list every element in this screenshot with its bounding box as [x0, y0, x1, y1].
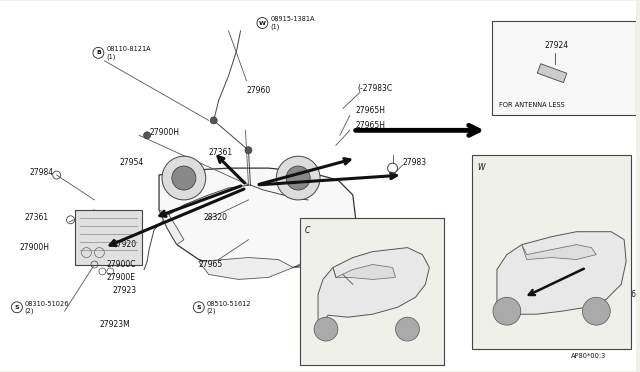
Text: 27954: 27954 [119, 158, 143, 167]
Text: 27983: 27983 [403, 158, 427, 167]
Text: W: W [477, 163, 484, 172]
Circle shape [314, 317, 338, 341]
Polygon shape [199, 257, 293, 279]
Text: 27361: 27361 [209, 148, 233, 157]
Text: FOR ANTENNA LESS: FOR ANTENNA LESS [499, 103, 564, 109]
Text: 08915-1381A
(1): 08915-1381A (1) [270, 16, 315, 30]
Text: 27924: 27924 [545, 41, 568, 50]
Text: 08510-51612
(2): 08510-51612 (2) [207, 301, 252, 314]
Circle shape [396, 317, 419, 341]
Text: S: S [569, 168, 574, 173]
Bar [472, 155, 631, 349]
Text: 27965: 27965 [199, 260, 223, 269]
Text: S: S [196, 305, 201, 310]
Circle shape [286, 166, 310, 190]
Text: 27965F: 27965F [509, 325, 538, 334]
Text: 27965H: 27965H [356, 121, 386, 130]
Text: 08510-51612
(2): 08510-51612 (2) [368, 227, 412, 240]
Text: 08110-8121A
(1): 08110-8121A (1) [106, 46, 151, 60]
Text: 28276: 28276 [612, 290, 636, 299]
Text: 27965H: 27965H [356, 106, 386, 115]
Polygon shape [522, 245, 596, 260]
Text: 27900E: 27900E [106, 273, 135, 282]
Text: 28320: 28320 [311, 346, 335, 356]
Circle shape [493, 297, 521, 325]
Text: S: S [358, 231, 362, 236]
Circle shape [143, 132, 150, 139]
Text: 08310-51026
(2): 08310-51026 (2) [25, 301, 69, 314]
Circle shape [276, 156, 320, 200]
Text: C: C [305, 226, 310, 235]
Circle shape [162, 156, 205, 200]
Text: 27965: 27965 [328, 267, 352, 276]
Bar [74, 210, 142, 264]
Circle shape [582, 297, 610, 325]
Text: 28320: 28320 [204, 213, 228, 222]
Polygon shape [497, 232, 626, 314]
Text: 27900H: 27900H [149, 128, 179, 137]
Text: 27361: 27361 [25, 213, 49, 222]
Bar [492, 21, 636, 115]
Text: S: S [15, 305, 19, 310]
Text: 27960: 27960 [246, 86, 271, 95]
Text: 27900H: 27900H [20, 243, 50, 252]
Text: 27923: 27923 [112, 286, 136, 295]
Polygon shape [159, 210, 184, 245]
Circle shape [172, 166, 196, 190]
Text: 27920: 27920 [112, 240, 136, 249]
Text: 08510-51612
(2): 08510-51612 (2) [579, 163, 624, 177]
Polygon shape [318, 248, 429, 329]
Text: 28320: 28320 [484, 190, 508, 199]
Bar [537, 64, 567, 83]
Text: AP80*00:3: AP80*00:3 [571, 353, 606, 359]
Text: W: W [259, 20, 266, 26]
Polygon shape [333, 264, 396, 279]
Text: 27984: 27984 [30, 167, 54, 177]
Text: 27965: 27965 [475, 293, 499, 302]
Text: B: B [96, 50, 101, 55]
Circle shape [210, 117, 217, 124]
Circle shape [245, 147, 252, 154]
Polygon shape [159, 168, 356, 267]
Text: (-27983C: (-27983C [358, 84, 393, 93]
Bar [300, 218, 444, 365]
Text: 27923M: 27923M [99, 320, 130, 328]
Text: 27900C: 27900C [106, 260, 136, 269]
